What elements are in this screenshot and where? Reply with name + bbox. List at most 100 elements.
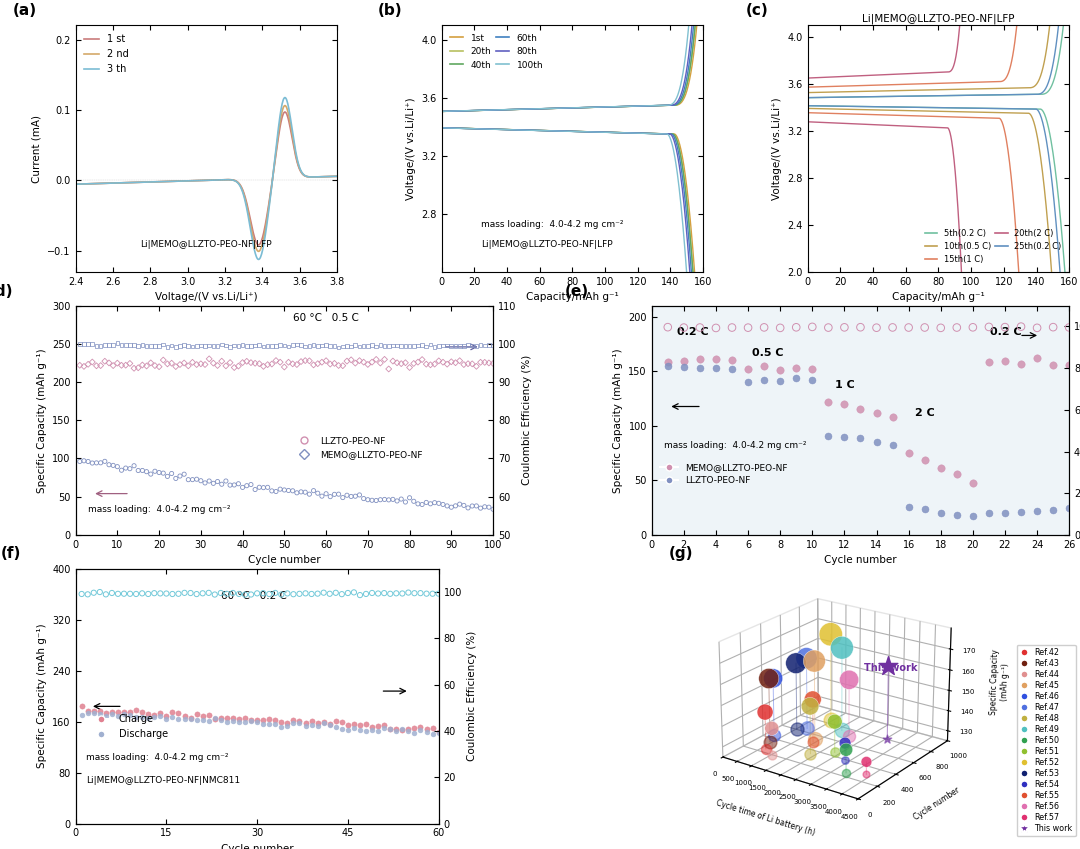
Point (201, 475, 218, 488)
Point (134, 710, 151, 723)
Point (426, 357, 443, 371)
1 st (279, 107, 292, 117)
Point (251, 481, 268, 494)
Point (409, 339, 427, 352)
Point (868, 407, 886, 420)
Point (97, 588, 114, 601)
Point (836, 430, 853, 444)
Point (900, 501, 917, 514)
Point (351, 717, 368, 731)
Point (836, 397, 853, 411)
Point (443, 355, 460, 368)
Point (300, 354, 318, 368)
Point (213, 338, 230, 351)
Point (948, 321, 966, 335)
Point (91, 705, 108, 718)
Point (109, 587, 126, 600)
Point (176, 468, 193, 481)
Point (302, 718, 320, 732)
Point (1061, 358, 1078, 372)
Point (787, 321, 805, 335)
Point (309, 719, 326, 733)
Point (138, 465, 156, 479)
Point (309, 486, 326, 500)
2 nd (69, 179, 82, 189)
Point (305, 484, 322, 498)
Point (434, 356, 451, 369)
Point (916, 503, 933, 516)
Point (200, 715, 217, 728)
Point (740, 375, 757, 389)
Point (92, 456, 109, 469)
Point (342, 490, 360, 503)
Point (127, 703, 145, 717)
Point (351, 340, 368, 353)
Point (271, 356, 288, 369)
Point (284, 339, 301, 352)
Text: 60 °C   0.2 C: 60 °C 0.2 C (220, 592, 286, 601)
Point (259, 481, 276, 494)
Point (430, 354, 447, 368)
Point (172, 469, 189, 483)
Point (284, 357, 301, 371)
Point (221, 356, 239, 369)
Text: 60 °C   0.5 C: 60 °C 0.5 C (293, 312, 359, 323)
Point (268, 340, 285, 353)
Text: 0.5 C: 0.5 C (752, 348, 783, 358)
Point (164, 711, 181, 724)
Point (297, 587, 314, 600)
Point (394, 587, 411, 600)
Point (393, 357, 410, 370)
Point (481, 500, 498, 514)
Point (418, 725, 435, 739)
Point (485, 357, 502, 370)
Point (87, 359, 105, 373)
Point (181, 711, 199, 724)
Point (1028, 504, 1045, 518)
Point (267, 713, 284, 727)
Point (104, 705, 121, 718)
Point (100, 338, 118, 351)
Point (242, 588, 259, 601)
Point (130, 464, 147, 477)
Point (109, 460, 126, 474)
Point (221, 340, 239, 354)
Point (226, 478, 243, 492)
Point (981, 320, 998, 334)
Point (327, 715, 345, 728)
Point (756, 359, 773, 373)
Point (268, 354, 285, 368)
Text: mass loading:  4.0-4.2 mg cm⁻²: mass loading: 4.0-4.2 mg cm⁻² (86, 753, 229, 762)
Point (164, 706, 181, 719)
Point (472, 501, 489, 514)
1 st (225, 175, 238, 185)
Point (351, 488, 368, 502)
Point (318, 487, 335, 501)
Point (288, 486, 306, 499)
3 th (279, 93, 292, 103)
Point (167, 340, 185, 353)
Point (948, 468, 966, 481)
Point (900, 447, 917, 460)
Point (255, 360, 272, 374)
Point (134, 587, 151, 600)
Point (997, 320, 1014, 334)
Point (255, 713, 272, 727)
Point (109, 706, 126, 719)
Point (418, 587, 435, 600)
Point (443, 500, 460, 514)
1 st (325, 171, 338, 182)
Point (804, 363, 821, 376)
Point (179, 359, 197, 373)
Point (852, 320, 869, 334)
Point (192, 357, 210, 371)
X-axis label: Cycle time of Li battery (h): Cycle time of Li battery (h) (715, 798, 815, 837)
Point (369, 587, 387, 600)
Text: This work: This work (864, 663, 917, 672)
Title: Li|MEMO@LLZTO-PEO-NF|LFP: Li|MEMO@LLZTO-PEO-NF|LFP (862, 14, 1015, 24)
Point (381, 587, 399, 600)
Point (80, 337, 97, 351)
Point (176, 339, 193, 352)
Point (237, 711, 254, 725)
Point (459, 339, 476, 352)
